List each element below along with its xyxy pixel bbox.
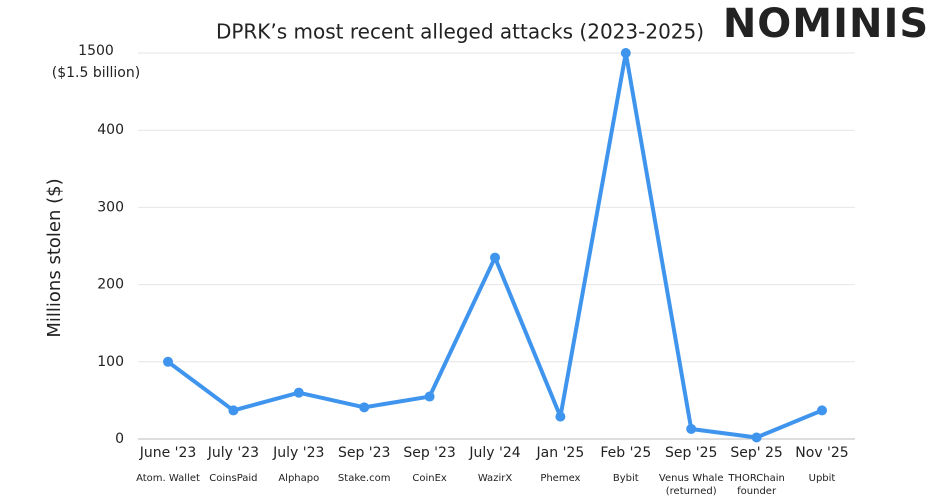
y-tick-label: 200: [97, 277, 124, 293]
victim-label: Atom. Wallet: [136, 473, 200, 484]
y-tick-label: 300: [97, 199, 124, 215]
victim-label: Alphapo: [278, 473, 319, 484]
line: [166, 51, 823, 440]
y-tick-label: 400: [97, 122, 124, 138]
victim-label: Stake.com: [338, 473, 391, 484]
x-tick-label: July '23: [272, 445, 324, 461]
victim-label: THORChain: [727, 473, 785, 484]
x-tick-label: June '23: [139, 445, 197, 461]
victim-label: WazirX: [478, 473, 513, 484]
x-tick-label: Feb '25: [600, 445, 651, 461]
y-axis-label: Millions stolen ($): [44, 178, 65, 337]
point: [555, 411, 566, 422]
victim-label: Phemex: [540, 473, 580, 484]
point: [686, 423, 697, 434]
x-tick-label: Sep '23: [338, 445, 391, 461]
y-tick-label: 0: [115, 431, 124, 447]
x-tick-label: Jan '25: [536, 445, 585, 461]
point: [751, 432, 762, 443]
x-tick-label: Sep' 25: [730, 445, 783, 461]
point: [359, 402, 370, 413]
point: [817, 405, 827, 416]
point: [490, 252, 500, 263]
victim-label: CoinsPaid: [209, 473, 257, 484]
victim-label: Venus Whale: [659, 473, 724, 484]
x-tick-label: Sep '25: [665, 445, 718, 461]
victim-label: (returned): [666, 486, 717, 497]
x-tick-label: July '24: [468, 445, 520, 461]
point: [228, 405, 239, 416]
victim-label: CoinEx: [412, 473, 447, 484]
victim-label: founder: [737, 486, 777, 497]
x-tick-label: Nov '25: [795, 445, 848, 461]
x-tick-label: Sep '23: [403, 445, 456, 461]
logo: NOMINIS: [723, 1, 929, 47]
y-tick-label: 1500: [78, 43, 114, 59]
point: [424, 391, 435, 402]
y-tick-label: 100: [97, 354, 124, 370]
victim-label: Bybit: [613, 473, 639, 484]
tick-note: ($1.5 billion): [52, 65, 140, 81]
victim-label: Upbit: [809, 473, 836, 484]
point: [163, 356, 173, 367]
x-tick-label: July '23: [207, 445, 259, 461]
chart-title: DPRK’s most recent alleged attacks (2023…: [216, 20, 704, 44]
point: [620, 48, 631, 58]
point: [293, 387, 304, 398]
